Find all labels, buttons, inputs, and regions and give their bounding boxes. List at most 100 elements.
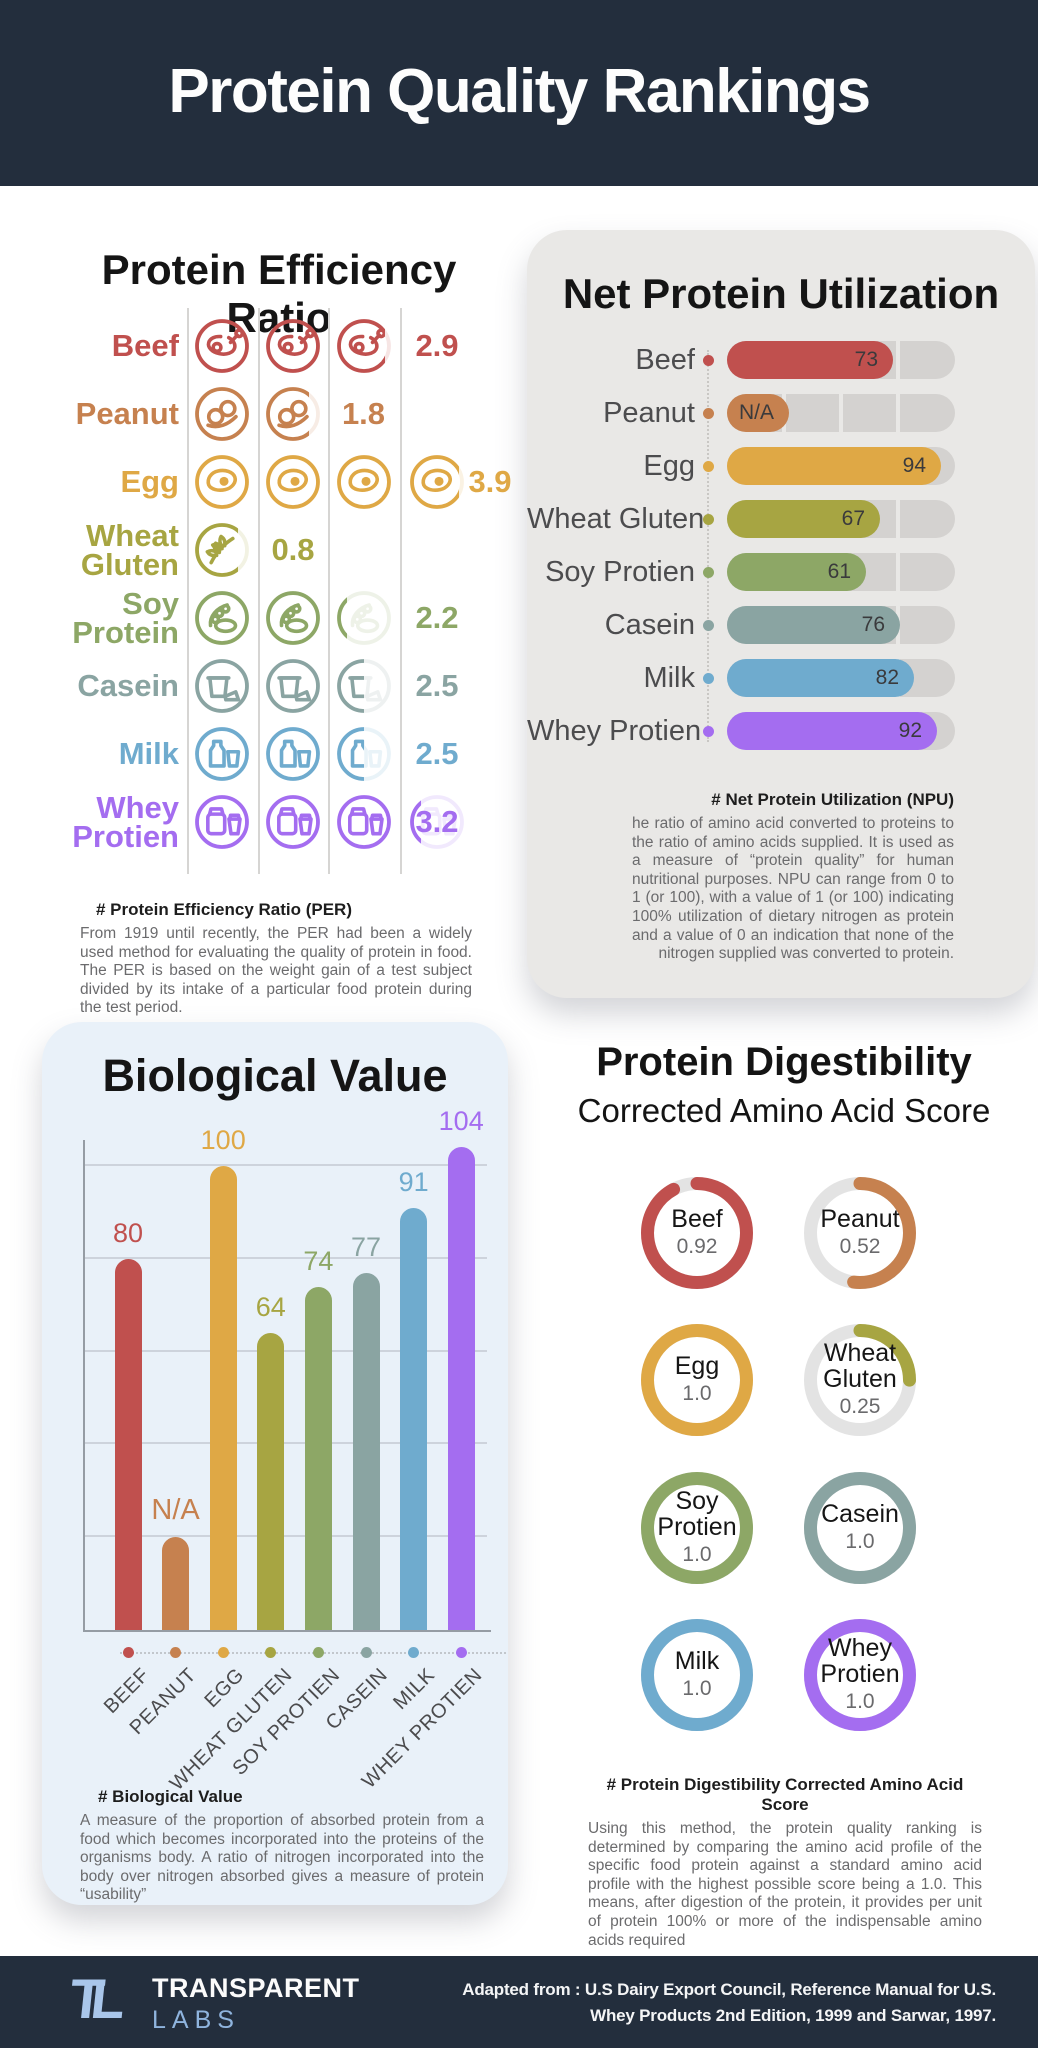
- egg-icon: [336, 455, 391, 509]
- bv-value-label: 104: [438, 1106, 484, 1136]
- ring-score-value: 1.0: [845, 1529, 875, 1553]
- shaker-icon: [195, 795, 249, 849]
- bv-bar: [304, 1287, 332, 1630]
- per-food-label: Milk: [118, 736, 179, 772]
- track-segment-divider: [896, 394, 900, 432]
- icon-fade-overlay: [309, 387, 320, 441]
- npu-bar: 61: [727, 553, 866, 591]
- per-pictogram-grid: Beef 2.9 Peanut 1.8 Egg 3.9 Wheat Gluten 0.8 Soy…: [45, 308, 513, 874]
- soy-icon-wrap: [266, 591, 320, 645]
- npu-bar-value: 73: [854, 348, 878, 371]
- bv-category-dot: [408, 1647, 420, 1658]
- track-segment-divider: [896, 500, 900, 538]
- per-row: Egg 3.9: [45, 448, 513, 516]
- transparent-labs-logo-icon: TL: [66, 1967, 116, 2030]
- per-footnote-title: # Protein Efficiency Ratio (PER): [96, 900, 352, 919]
- shaker-icon-wrap: [410, 795, 464, 849]
- per-score-value: 2.5: [415, 736, 459, 771]
- npu-footnote-body: he ratio of amino acid converted to prot…: [632, 815, 954, 963]
- ring-score-value: 0.52: [839, 1234, 881, 1258]
- per-footnote-body: From 1919 until recently, the PER had be…: [80, 925, 472, 1017]
- npu-food-label: Casein: [604, 609, 695, 641]
- bv-value-label: 80: [112, 1218, 144, 1248]
- bv-bar: [114, 1259, 142, 1630]
- bv-category-axis: BEEF PEANUT EGG WHEAT GLUTEN SOY PROTIEN CASE…: [42, 1022, 508, 1905]
- ring-score-value: 1.0: [845, 1689, 875, 1713]
- track-segment-divider: [839, 394, 843, 432]
- icon-fade-overlay: [363, 659, 391, 713]
- ring-score-value: 1.0: [682, 1676, 712, 1700]
- bv-bar: [209, 1166, 237, 1630]
- pdcaas-ring: Egg 1.0: [641, 1324, 753, 1436]
- icon-fade-overlay: [385, 319, 391, 373]
- per-row: Milk 2.5: [45, 720, 513, 788]
- column-divider-line: [258, 308, 260, 874]
- per-food-label: Casein: [77, 668, 179, 704]
- bv-category-dot: [170, 1647, 182, 1658]
- meat-icon-wrap: [266, 319, 320, 373]
- gridline: [85, 1349, 487, 1352]
- per-row: Soy Protein 2.2: [45, 584, 513, 652]
- npu-bar-value: 76: [861, 613, 885, 636]
- ring-food-name: Peanut: [820, 1205, 900, 1234]
- npu-bar: 82: [727, 659, 914, 697]
- brand-line-labs: LABS: [152, 2006, 240, 2034]
- column-divider-line: [328, 308, 330, 874]
- npu-bar: N/A: [727, 394, 789, 432]
- npu-bar: 67: [727, 500, 880, 538]
- yogurt-icon-wrap: [195, 659, 249, 713]
- ring-gauge-icon: [641, 1177, 753, 1289]
- bv-section-title: Biological Value: [102, 1050, 448, 1101]
- yogurt-icon: [195, 659, 249, 713]
- npu-food-label: Wheat Gluten: [527, 503, 705, 535]
- ring-food-name: Soy Protien: [657, 1487, 737, 1541]
- section-net-protein-utilization: Net Protein Utilization Beef 73 Peanut N/A E…: [527, 230, 1035, 998]
- npu-section-title: Net Protein Utilization: [562, 270, 1000, 317]
- pdcaas-footnote-body: Using this method, the protein quality r…: [588, 1820, 982, 1949]
- per-food-label: Egg: [120, 464, 179, 500]
- gridline: [85, 1442, 487, 1445]
- npu-row: Beef 73: [527, 334, 1035, 387]
- per-footnote: # Protein Efficiency Ratio (PER) From 19…: [80, 900, 472, 1018]
- icon-fade-overlay: [363, 727, 391, 781]
- npu-label-dot: [703, 408, 714, 419]
- npu-row: Milk 82: [527, 652, 1035, 705]
- wheat-icon-wrap: [195, 523, 249, 577]
- ring-score-value: 0.92: [676, 1234, 718, 1258]
- section-protein-efficiency-ratio: Protein Efficiency Ratio Beef 2.9 Peanut 1.…: [45, 232, 513, 1022]
- ring-food-name: Casein: [821, 1500, 899, 1529]
- yogurt-icon-wrap: [266, 659, 320, 713]
- brand-line-transparent: TRANSPARENT: [152, 1973, 360, 2003]
- per-food-label: Whey Protien: [72, 789, 179, 854]
- meat-icon: [336, 319, 391, 373]
- npu-bar: 94: [727, 447, 941, 485]
- pdcaas-ring: Casein 1.0: [804, 1472, 916, 1584]
- npu-bar: 76: [727, 606, 900, 644]
- bv-value-label: 74: [303, 1246, 334, 1276]
- bv-category-dot: [122, 1647, 134, 1658]
- per-score-value: 3.2: [415, 804, 459, 839]
- peanut-icon: [195, 387, 249, 441]
- icon-fade-overlay: [420, 795, 464, 849]
- ring-gauge-icon: [804, 1472, 916, 1584]
- bv-bar: [162, 1537, 190, 1630]
- npu-bar-value: 82: [875, 666, 899, 689]
- source-credit-line-2: Whey Products 2nd Edition, 1999 and Sarw…: [590, 2006, 996, 2026]
- ring-score-value: 1.0: [682, 1542, 712, 1566]
- npu-footnote-title: # Net Protein Utilization (NPU): [711, 790, 954, 809]
- npu-label-dot: [703, 461, 714, 472]
- soy-icon: [266, 591, 320, 645]
- shaker-icon-wrap: [336, 795, 391, 849]
- npu-row: Egg 94: [527, 440, 1035, 493]
- per-food-label: Wheat Gluten: [80, 517, 179, 582]
- per-food-label: Soy Protein: [72, 585, 179, 650]
- shaker-icon-wrap: [266, 795, 320, 849]
- npu-row: Whey Protien 92: [527, 705, 1035, 758]
- y-axis: [83, 1140, 85, 1632]
- npu-bar: 92: [727, 712, 937, 750]
- npu-bar-value: N/A: [738, 401, 774, 424]
- ring-score-value: 1.0: [682, 1381, 712, 1405]
- bv-value-label: 91: [398, 1167, 429, 1197]
- column-divider-line: [400, 308, 402, 874]
- npu-label-dot: [703, 726, 714, 737]
